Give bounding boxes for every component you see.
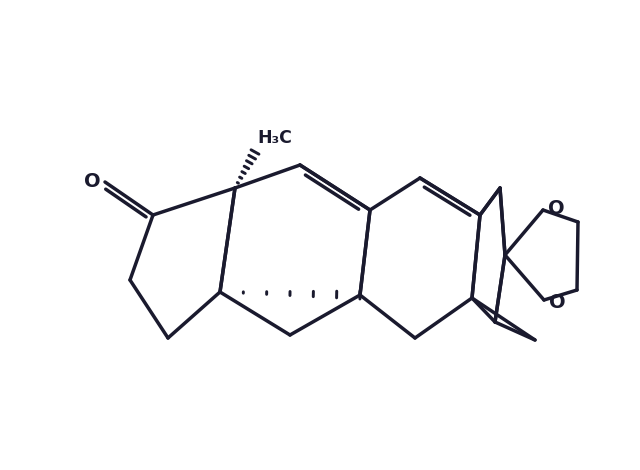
Text: O: O [84, 172, 101, 190]
Text: O: O [549, 292, 566, 312]
Text: O: O [548, 198, 564, 218]
Text: H₃C: H₃C [257, 129, 292, 147]
